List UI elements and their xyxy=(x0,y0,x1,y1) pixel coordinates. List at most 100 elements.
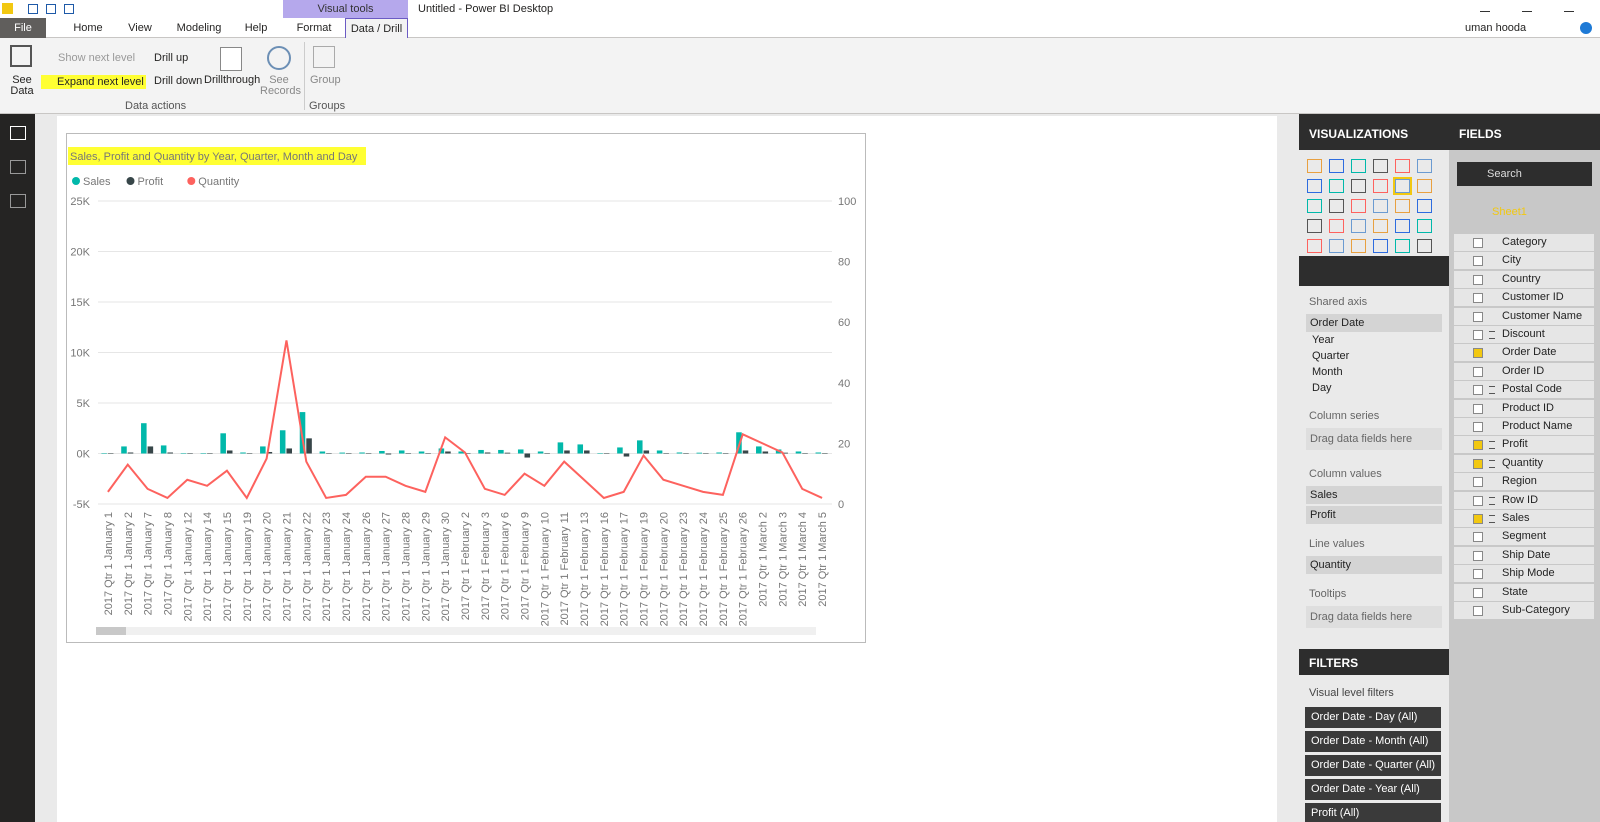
well-field[interactable]: Quantity xyxy=(1306,556,1442,574)
viz-icon[interactable] xyxy=(1395,159,1410,173)
show-next-level[interactable]: Show next level xyxy=(58,52,136,64)
field-name[interactable]: Profit xyxy=(1502,438,1528,451)
viz-icon[interactable] xyxy=(1373,199,1388,213)
field-row[interactable] xyxy=(1454,234,1594,251)
filter-card[interactable]: Order Date - Month (All) xyxy=(1305,731,1441,752)
redo-icon[interactable] xyxy=(64,4,74,14)
field-name[interactable]: Country xyxy=(1502,272,1541,285)
field-row[interactable] xyxy=(1454,418,1594,435)
see-records-label[interactable]: Records xyxy=(260,85,301,97)
field-name[interactable]: Quantity xyxy=(1502,456,1543,469)
field-checkbox[interactable] xyxy=(1473,477,1483,488)
field-name[interactable]: Product Name xyxy=(1502,420,1573,432)
well-subfield[interactable]: Year xyxy=(1312,334,1335,346)
well-subfield[interactable]: Day xyxy=(1312,382,1332,394)
field-name[interactable]: Sales xyxy=(1502,512,1530,524)
field-row[interactable] xyxy=(1454,473,1594,491)
viz-icon[interactable] xyxy=(1307,159,1322,173)
field-name[interactable]: Segment xyxy=(1502,530,1547,543)
ribbon-tab[interactable]: Home xyxy=(73,22,103,34)
viz-icon[interactable] xyxy=(1373,159,1388,173)
drillthrough[interactable]: Drillthrough xyxy=(204,74,261,86)
field-name[interactable]: State xyxy=(1502,585,1528,598)
nav-icon[interactable] xyxy=(10,160,26,174)
drill-down[interactable]: Drill down xyxy=(154,75,203,87)
field-checkbox[interactable] xyxy=(1473,606,1483,616)
field-row[interactable] xyxy=(1454,565,1594,583)
viz-icon[interactable] xyxy=(1417,219,1432,233)
save-icon[interactable] xyxy=(28,4,38,14)
viz-icon[interactable] xyxy=(1329,219,1344,233)
viz-icon[interactable] xyxy=(1417,159,1432,173)
see-records-label[interactable]: See xyxy=(269,74,289,86)
ribbon-tab[interactable]: File xyxy=(0,18,46,38)
field-name[interactable]: Order ID xyxy=(1502,364,1545,377)
viz-icon[interactable] xyxy=(1351,239,1366,253)
well-field[interactable]: Profit xyxy=(1306,506,1442,524)
field-row[interactable] xyxy=(1454,399,1594,417)
viz-icon[interactable] xyxy=(1329,199,1344,213)
field-name[interactable]: Ship Date xyxy=(1502,548,1551,561)
help-icon[interactable] xyxy=(1580,22,1592,34)
well-placeholder[interactable]: Drag data fields here xyxy=(1306,428,1442,450)
max-button[interactable] xyxy=(1522,4,1532,12)
field-name[interactable]: Row ID xyxy=(1502,493,1539,506)
field-checkbox[interactable] xyxy=(1473,495,1483,506)
undo-icon[interactable] xyxy=(46,4,56,14)
field-checkbox[interactable] xyxy=(1473,422,1483,432)
well-subfield[interactable]: Quarter xyxy=(1312,350,1350,362)
viz-icon[interactable] xyxy=(1329,179,1344,193)
nav-icon[interactable] xyxy=(10,194,26,208)
viz-icon[interactable] xyxy=(1329,239,1344,253)
viz-icon[interactable] xyxy=(1307,179,1322,193)
group-button[interactable]: Group xyxy=(310,74,341,86)
field-row[interactable] xyxy=(1454,289,1594,307)
field-name[interactable]: Order Date xyxy=(1502,346,1557,359)
field-row[interactable] xyxy=(1454,546,1594,564)
field-checkbox[interactable] xyxy=(1473,587,1483,598)
field-row[interactable] xyxy=(1454,252,1594,270)
well-field[interactable]: Sales xyxy=(1306,486,1442,504)
field-checkbox[interactable] xyxy=(1473,532,1483,543)
expand-next-level[interactable]: Expand next level xyxy=(41,75,146,89)
drill-up[interactable]: Drill up xyxy=(154,52,189,64)
ribbon-tab[interactable]: Modeling xyxy=(176,22,222,34)
field-name[interactable]: Discount xyxy=(1502,328,1545,340)
filter-card[interactable]: Profit (All) xyxy=(1305,803,1441,822)
field-checkbox[interactable] xyxy=(1473,274,1483,285)
chart[interactable]: Sales, Profit and Quantity by Year, Quar… xyxy=(66,133,866,643)
well-subfield[interactable]: Month xyxy=(1312,366,1343,378)
ribbon-tab[interactable]: Help xyxy=(244,22,268,34)
field-name[interactable]: City xyxy=(1502,254,1521,267)
filter-card[interactable]: Order Date - Year (All) xyxy=(1305,779,1441,800)
viz-icon[interactable] xyxy=(1395,199,1410,213)
field-name[interactable]: Postal Code xyxy=(1502,383,1562,396)
min-button[interactable] xyxy=(1480,4,1490,12)
field-checkbox[interactable] xyxy=(1473,348,1483,359)
field-row[interactable] xyxy=(1454,307,1594,325)
viz-icon[interactable] xyxy=(1395,219,1410,233)
field-checkbox[interactable] xyxy=(1473,385,1483,396)
ribbon-tab[interactable]: View xyxy=(128,22,152,34)
viz-icon[interactable] xyxy=(1329,159,1344,173)
see-data-label[interactable]: See xyxy=(12,74,32,86)
viz-icon[interactable] xyxy=(1417,179,1432,193)
field-row[interactable] xyxy=(1454,270,1594,288)
field-name[interactable]: Ship Mode xyxy=(1502,567,1555,580)
viz-icon[interactable] xyxy=(1373,179,1388,193)
field-checkbox[interactable] xyxy=(1473,550,1483,561)
well-field[interactable]: Order Date xyxy=(1306,314,1442,332)
field-checkbox[interactable] xyxy=(1473,311,1483,322)
viz-icon[interactable] xyxy=(1417,239,1432,253)
field-checkbox[interactable] xyxy=(1473,366,1483,377)
field-checkbox[interactable] xyxy=(1473,256,1483,267)
field-row[interactable] xyxy=(1454,344,1594,362)
viz-icon[interactable] xyxy=(1351,179,1366,193)
field-name[interactable]: Customer ID xyxy=(1502,291,1564,304)
viz-icon[interactable] xyxy=(1393,177,1412,195)
field-row[interactable] xyxy=(1454,528,1594,546)
nav-icon[interactable] xyxy=(10,126,26,140)
field-checkbox[interactable] xyxy=(1473,330,1483,340)
field-checkbox[interactable] xyxy=(1473,293,1483,304)
field-name[interactable]: Region xyxy=(1502,475,1537,488)
